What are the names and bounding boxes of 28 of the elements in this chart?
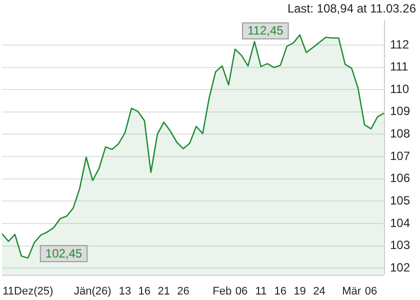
x-tick-label: 13 <box>118 285 132 298</box>
y-tick-label: 106 <box>390 171 410 186</box>
y-tick-label: 109 <box>390 104 410 118</box>
x-tick-label: 11Dez(25) <box>2 285 54 298</box>
x-tick-label: Mär <box>342 285 362 298</box>
x-tick-label: 21 <box>158 285 170 298</box>
x-tick-label: 26 <box>177 285 190 298</box>
y-tick-label: 102 <box>390 260 410 274</box>
y-tick-label: 111 <box>390 60 409 74</box>
x-tick-label: Feb <box>212 285 232 298</box>
annotation: 102,45 <box>45 246 82 260</box>
chart-title: Last: 108,94 at 11.03.26 <box>287 2 416 16</box>
y-tick-label: 105 <box>390 193 410 208</box>
x-tick-label: 06 <box>364 285 378 298</box>
x-tick-label: 06 <box>235 285 248 298</box>
x-tick-label: 16 <box>274 285 287 298</box>
y-tick-label: 112 <box>390 37 410 52</box>
x-tick-label: 19 <box>294 285 306 298</box>
y-tick-label: 103 <box>390 238 410 252</box>
x-tick-label: 11 <box>255 285 267 298</box>
x-tick-label: Jän(26) <box>74 285 112 298</box>
y-tick-label: 104 <box>390 216 410 230</box>
x-tick-label: 24 <box>313 285 326 298</box>
y-tick-label: 107 <box>390 148 410 163</box>
y-tick-label: 110 <box>390 82 410 96</box>
y-tick-label: 108 <box>390 126 410 141</box>
annotation: 112,45 <box>248 24 284 38</box>
x-tick-label: 16 <box>138 285 151 298</box>
